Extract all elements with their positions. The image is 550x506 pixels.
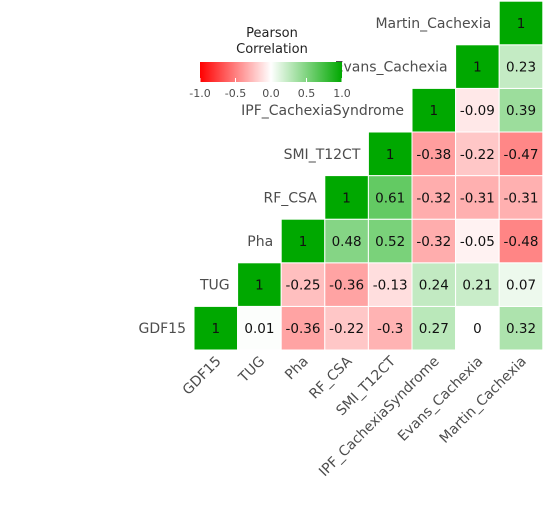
legend-ticks: -1.0 -0.5 0.0 0.5 1.0 — [189, 78, 351, 100]
cell-value-TUG-Martin_Cachexia: 0.07 — [506, 278, 536, 294]
cell-value-RF_CSA-Evans_Cachexia: -0.31 — [460, 190, 495, 206]
cell-value-TUG-RF_CSA: -0.36 — [329, 278, 364, 294]
row-label-Pha: Pha — [247, 234, 273, 250]
cell-value-SMI_T12CT-SMI_T12CT: 1 — [386, 147, 395, 163]
cell-value-RF_CSA-RF_CSA: 1 — [342, 190, 351, 206]
row-label-TUG: TUG — [199, 278, 230, 294]
cell-value-Martin_Cachexia-Martin_Cachexia: 1 — [517, 16, 526, 32]
heatmap-cell-Pha-Martin_Cachexia — [498, 218, 544, 264]
heatmap-cell-Pha-Evans_Cachexia — [455, 218, 500, 264]
cell-value-GDF15-Evans_Cachexia: 0 — [473, 321, 482, 337]
row-label-Martin_Cachexia: Martin_Cachexia — [375, 16, 491, 32]
heatmap-cells: 1 0.01 -0.36 -0.22 -0.3 0.27 0 0.321 -0.25 -0.36-… — [193, 0, 544, 351]
legend-title-line2: Correlation — [236, 42, 308, 57]
legend-tick-label: 0.5 — [298, 87, 316, 100]
cell-value-TUG-Evans_Cachexia: 0.21 — [462, 278, 492, 294]
heatmap-cell-Martin_Cachexia-Martin_Cachexia — [498, 0, 544, 46]
cell-value-Pha-RF_CSA: 0.48 — [332, 234, 362, 250]
legend-title-line1: Pearson — [246, 26, 298, 41]
heatmap-cell-TUG-RF_CSA — [324, 262, 369, 307]
heatmap-cell-GDF15-TUG — [237, 305, 282, 351]
legend-tick-label: -0.5 — [225, 87, 246, 100]
cell-value-IPF_CachexiaSyndrome-IPF_CachexiaSyndrome: 1 — [430, 103, 439, 119]
cell-value-SMI_T12CT-Martin_Cachexia: -0.47 — [504, 147, 539, 163]
column-label-Pha: Pha — [282, 354, 312, 384]
legend-colorbar — [200, 62, 342, 82]
cell-value-TUG-IPF_CachexiaSyndrome: 0.24 — [419, 278, 449, 294]
cell-value-RF_CSA-SMI_T12CT: 0.61 — [375, 190, 405, 206]
legend-tick-label: 1.0 — [333, 87, 351, 100]
heatmap-cell-GDF15-Evans_Cachexia — [455, 305, 500, 351]
heatmap-cell-GDF15-Martin_Cachexia — [498, 305, 544, 351]
heatmap-cell-GDF15-Pha — [280, 305, 326, 351]
cell-value-TUG-SMI_T12CT: -0.13 — [373, 278, 408, 294]
heatmap-cell-SMI_T12CT-Evans_Cachexia — [455, 131, 500, 177]
cell-value-GDF15-SMI_T12CT: -0.3 — [377, 321, 403, 337]
legend-tick-label: -1.0 — [189, 87, 210, 100]
heatmap-cell-TUG-Evans_Cachexia — [455, 262, 500, 307]
heatmap-cell-RF_CSA-RF_CSA — [324, 175, 369, 220]
cell-value-GDF15-RF_CSA: -0.22 — [329, 321, 364, 337]
cell-value-SMI_T12CT-IPF_CachexiaSyndrome: -0.38 — [416, 147, 451, 163]
heatmap-cell-SMI_T12CT-SMI_T12CT — [367, 131, 413, 177]
cell-value-Evans_Cachexia-Martin_Cachexia: 0.23 — [506, 60, 536, 76]
cell-value-GDF15-IPF_CachexiaSyndrome: 0.27 — [419, 321, 449, 337]
row-label-GDF15: GDF15 — [139, 321, 187, 337]
cell-value-IPF_CachexiaSyndrome-Evans_Cachexia: -0.09 — [460, 103, 495, 119]
cell-value-Pha-Evans_Cachexia: -0.05 — [460, 234, 495, 250]
cell-value-Evans_Cachexia-Evans_Cachexia: 1 — [473, 60, 482, 76]
cell-value-Pha-Pha: 1 — [299, 234, 308, 250]
heatmap-cell-TUG-SMI_T12CT — [367, 262, 413, 307]
column-label-TUG: TUG — [235, 354, 268, 387]
heatmap-cell-SMI_T12CT-Martin_Cachexia — [498, 131, 544, 177]
legend: Pearson Correlation -1.0 -0.5 0.0 0.5 1.0 — [189, 26, 350, 100]
legend-tick-label: 0.0 — [262, 87, 280, 100]
cell-value-GDF15-TUG: 0.01 — [244, 321, 274, 337]
heatmap-cell-RF_CSA-IPF_CachexiaSyndrome — [411, 175, 457, 220]
row-label-IPF_CachexiaSyndrome: IPF_CachexiaSyndrome — [241, 103, 404, 119]
column-label-GDF15: GDF15 — [180, 354, 225, 399]
column-labels: GDF15 TUG PhaRF_CSASMI_T12CTIPF_CachexiaSy… — [180, 353, 530, 480]
heatmap-cell-TUG-IPF_CachexiaSyndrome — [411, 262, 457, 307]
cell-value-TUG-TUG: 1 — [255, 278, 264, 294]
heatmap-cell-Evans_Cachexia-Evans_Cachexia — [455, 44, 500, 89]
row-label-Evans_Cachexia: Evans_Cachexia — [335, 60, 448, 76]
heatmap-cell-Pha-Pha — [280, 218, 326, 264]
cell-value-GDF15-Martin_Cachexia: 0.32 — [506, 321, 536, 337]
heatmap-cell-GDF15-IPF_CachexiaSyndrome — [411, 305, 457, 351]
heatmap-cell-TUG-Pha — [280, 262, 326, 307]
heatmap-cell-SMI_T12CT-IPF_CachexiaSyndrome — [411, 131, 457, 177]
heatmap-cell-Pha-IPF_CachexiaSyndrome — [411, 218, 457, 264]
heatmap-cell-Evans_Cachexia-Martin_Cachexia — [498, 44, 544, 89]
row-label-SMI_T12CT: SMI_T12CT — [284, 147, 361, 163]
cell-value-Pha-SMI_T12CT: 0.52 — [375, 234, 405, 250]
heatmap-cell-TUG-Martin_Cachexia — [498, 262, 544, 307]
cell-value-RF_CSA-Martin_Cachexia: -0.31 — [504, 190, 539, 206]
heatmap-cell-GDF15-SMI_T12CT — [367, 305, 413, 351]
cell-value-Pha-IPF_CachexiaSyndrome: -0.32 — [416, 234, 451, 250]
cell-value-IPF_CachexiaSyndrome-Martin_Cachexia: 0.39 — [506, 103, 536, 119]
cell-value-TUG-Pha: -0.25 — [286, 278, 321, 294]
row-labels: GDF15 TUG Pha RF_CSA SMI_T12CT IPF_CachexiaSy… — [139, 16, 492, 337]
cell-value-Pha-Martin_Cachexia: -0.48 — [504, 234, 539, 250]
heatmap-cell-Pha-RF_CSA — [324, 218, 369, 264]
heatmap-cell-TUG-TUG — [237, 262, 282, 307]
row-label-RF_CSA: RF_CSA — [264, 190, 318, 206]
cell-value-RF_CSA-IPF_CachexiaSyndrome: -0.32 — [416, 190, 451, 206]
cell-value-GDF15-Pha: -0.36 — [286, 321, 321, 337]
cell-value-GDF15-GDF15: 1 — [212, 321, 221, 337]
heatmap-cell-GDF15-GDF15 — [193, 305, 239, 351]
cell-value-SMI_T12CT-Evans_Cachexia: -0.22 — [460, 147, 495, 163]
